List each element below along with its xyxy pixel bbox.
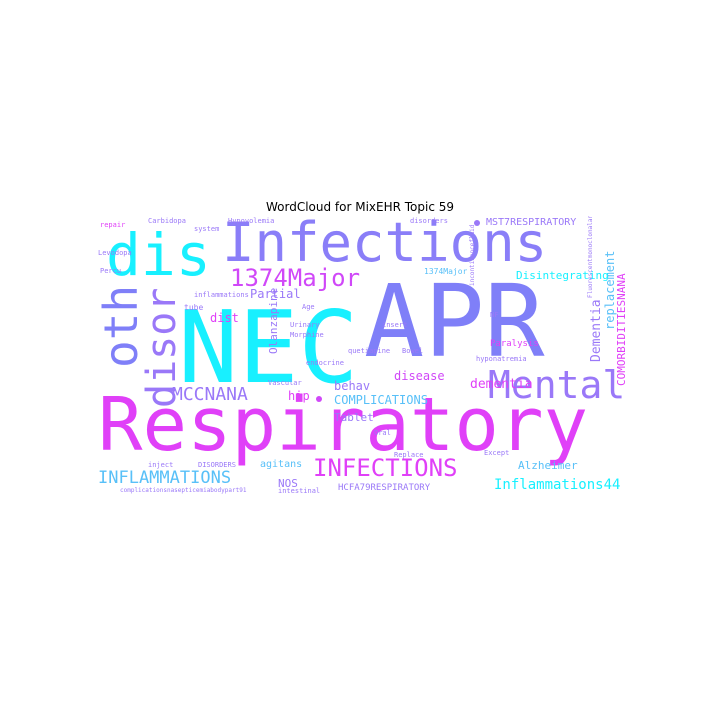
word-dist: dist: [210, 311, 239, 325]
word-respiratory: Respiratory: [98, 382, 589, 468]
word-mst: MST7RESPIRATORY: [486, 217, 577, 228]
word-mental: Mental: [488, 363, 626, 407]
word-age: Age: [302, 303, 315, 311]
word-1374major-small: 1374Major: [424, 267, 468, 276]
word-bowel: Bowel: [402, 347, 424, 355]
word-hyponatremia: hyponatremia: [476, 355, 527, 363]
word-nec: NEC: [178, 289, 359, 406]
word-tube: tube: [184, 303, 204, 312]
word-disintegrating: Disintegrating: [516, 269, 609, 282]
word-urinary: Urinary: [290, 321, 320, 329]
word-infections-caps: INFECTIONS: [313, 454, 458, 482]
word-dis: dis: [106, 221, 211, 289]
word-carbidopa: Carbidopa: [148, 217, 186, 225]
word-partial: Partial: [250, 287, 301, 301]
word-disorders: disorders: [410, 217, 448, 225]
chart-title: WordCloud for MixEHR Topic 59: [265, 200, 455, 214]
word-vascular: Vascular: [268, 379, 302, 387]
word-quetiapine: quetiapine: [348, 347, 391, 355]
word-hcfa: HCFA79RESPIRATORY: [338, 483, 431, 493]
word-inflammations: INFLAMMATIONS: [98, 468, 232, 488]
word-inflammations44: Inflammations44: [494, 477, 621, 493]
word-hip: hip: [288, 389, 310, 403]
word-disease: disease: [394, 369, 445, 383]
word-dementia-cap: Dementia: [589, 299, 604, 362]
word-infections: Infections: [222, 216, 548, 274]
word-apr: APR: [364, 263, 545, 380]
word-hypovolemia: Hypovolemia: [228, 217, 275, 225]
word-agitans: agitans: [260, 459, 303, 470]
word-long-phrase: complicationsnasepticemiabodypart91: [120, 487, 247, 494]
word-replace: Replace: [394, 451, 424, 459]
word-olanzapine: Olanzapine: [267, 287, 280, 354]
word-intestinal: intestinal: [278, 487, 321, 495]
word-inflammations-small: inflammations: [194, 291, 249, 299]
word-nf: NF: [490, 311, 499, 319]
dot-mark: [474, 220, 480, 226]
word-small-vertical: incontinencefluid: [469, 224, 476, 286]
word-endocrine: endocrine: [306, 359, 344, 367]
word-complications: COMPLICATIONS: [334, 393, 428, 407]
word-repair: repair: [100, 221, 126, 229]
word-dementia: dementia: [470, 377, 533, 392]
word-long-vertical: Fluorescentmonoclonalantibody: [587, 216, 594, 298]
word-paralysis: Paralysis: [490, 339, 539, 349]
word-except: Except: [484, 449, 510, 457]
word-alzheimer: Alzheimer: [518, 459, 578, 472]
word-percu: Percu: [100, 267, 122, 275]
dot-mark: [316, 396, 322, 402]
word-disorders-caps: DISORDERS: [198, 461, 236, 469]
word-nos: NOS: [278, 477, 298, 490]
word-oral: Oral: [374, 429, 391, 437]
word-inject: inject: [148, 461, 174, 469]
word-system: system: [194, 225, 220, 233]
word-comorbidities: COMORBIDITIESNANA: [615, 273, 628, 386]
word-oth: oth: [98, 284, 148, 368]
word-cloud: APR NEC Respiratory Infections dis oth d…: [98, 216, 644, 500]
word-morphine: Morphine: [290, 331, 324, 339]
word-levodopa: Levodopa: [98, 249, 132, 257]
word-tablet: Tablet: [334, 411, 374, 424]
word-mccnana: MCCNANA: [172, 384, 248, 405]
word-1374major: 1374Major: [230, 264, 361, 292]
word-behav: behav: [334, 379, 371, 393]
word-insert: insert: [382, 321, 408, 329]
